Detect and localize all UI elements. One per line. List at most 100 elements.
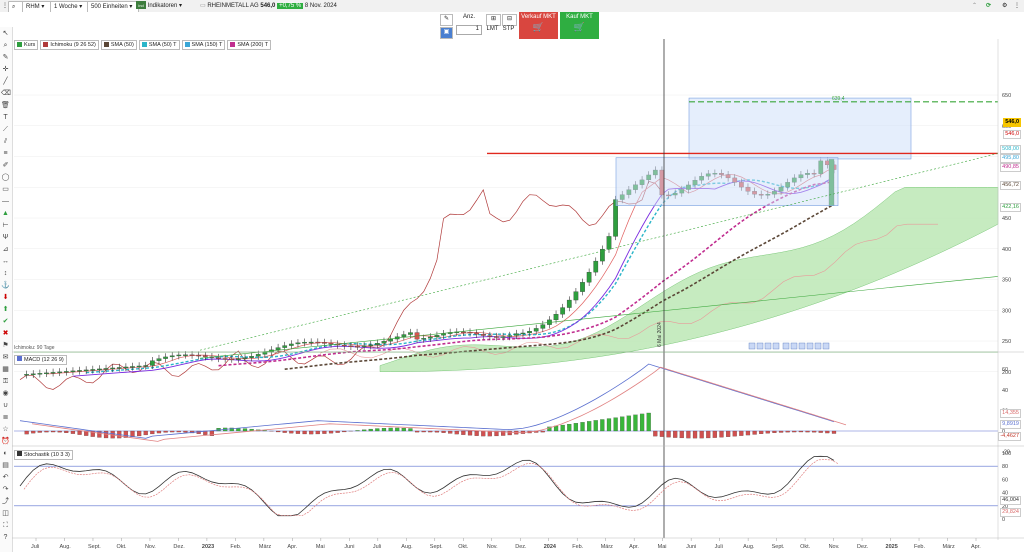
eye-icon[interactable]: ◉	[2, 390, 9, 397]
macd-bar-down	[97, 430, 102, 438]
more-icon[interactable]: ⋮	[1014, 3, 1020, 9]
alert-icon[interactable]: ⏰	[1, 438, 10, 445]
arrow-down-icon[interactable]: ⬇	[2, 294, 9, 301]
refresh-icon[interactable]: ⟳	[986, 3, 992, 9]
chart-canvas[interactable]: 639,46 Mai 2024 650600550500450400350300…	[12, 39, 1024, 552]
legend-item[interactable]: SMA (150) T	[181, 40, 226, 50]
channel-icon[interactable]: ⫽	[3, 138, 8, 145]
rectangle-icon[interactable]: ▭	[2, 186, 9, 193]
undo-icon[interactable]: ↶	[2, 474, 9, 481]
settings-icon[interactable]: ⚙	[1002, 3, 1008, 9]
cart-icon: 🛒	[532, 22, 545, 32]
trash-icon[interactable]: 🗑	[1, 102, 10, 109]
limit-button[interactable]: LMT	[486, 26, 499, 32]
anchor-icon[interactable]: ⚓	[1, 282, 10, 289]
legend-item[interactable]: Ichimoku (9 26 52)	[40, 40, 99, 50]
candle-up	[302, 341, 307, 344]
macd-bar-down	[792, 430, 797, 433]
lock-icon[interactable]: ⚿	[2, 378, 9, 385]
legend-swatch	[43, 42, 49, 48]
cursor-icon[interactable]: ↖	[2, 30, 9, 37]
macd-label[interactable]: MACD (12 26 9)	[14, 355, 67, 365]
macd-bar-up	[229, 427, 234, 432]
macd-bar-down	[70, 430, 76, 434]
axes: 650600550500450400350300250200JuliAug.Se…	[12, 39, 1024, 550]
crosshair-icon[interactable]: ✛	[2, 66, 9, 73]
layers-icon[interactable]: ≣	[2, 414, 9, 421]
camera-icon[interactable]: ◫	[2, 510, 9, 517]
time-tick-label: Dez.	[173, 544, 185, 550]
macd-bar-up	[547, 426, 552, 432]
eraser-icon[interactable]: ⌫	[1, 90, 11, 97]
candle-up	[103, 368, 109, 370]
candle-up	[63, 371, 69, 373]
quantity-input[interactable]: 1	[456, 25, 482, 35]
magnet-icon[interactable]: ∪	[2, 402, 9, 409]
legend-item[interactable]: Kurs	[14, 40, 39, 50]
stop-button[interactable]: STP	[502, 26, 515, 32]
stop-order-icon[interactable]: ⊟	[502, 14, 517, 26]
time-tick-label: Nov.	[487, 544, 498, 550]
macd-bar-down	[31, 430, 36, 434]
legend-swatch	[141, 42, 147, 48]
edit-order-icon[interactable]: ✎	[440, 14, 453, 26]
macd-bar-down	[428, 430, 433, 433]
redo-icon[interactable]: ↷	[2, 486, 9, 493]
pencil-icon[interactable]: ✎	[2, 54, 9, 61]
save-order-icon[interactable]: ▣	[440, 27, 453, 39]
flag-icon[interactable]: ⚑	[2, 342, 9, 349]
star-icon[interactable]: ☆	[2, 426, 9, 433]
stochastic-label[interactable]: Stochastik (10 3 3)	[14, 450, 73, 460]
gann-icon[interactable]: ⊿	[2, 246, 9, 253]
candle-up	[255, 354, 261, 357]
share-icon[interactable]: ⤴	[2, 498, 9, 505]
arrow-up-icon[interactable]: ⬆	[2, 306, 9, 313]
text-icon[interactable]: T	[3, 114, 8, 121]
legend-item[interactable]: SMA (50) T	[138, 40, 180, 50]
price-range-icon[interactable]: ↕	[3, 270, 8, 277]
collapse-icon[interactable]: ⌃	[972, 3, 978, 9]
macd-tick-label: 40	[1002, 388, 1008, 394]
templates-icon[interactable]: ▤	[2, 462, 9, 469]
legend-item[interactable]: SMA (200) T	[227, 40, 272, 50]
measure-icon[interactable]: ⊢	[2, 222, 9, 229]
target-box	[688, 97, 912, 160]
limit-order-icon[interactable]: ⊞	[486, 14, 501, 26]
legend-label: SMA (50) T	[148, 42, 177, 48]
trendline-icon[interactable]: ⟋	[3, 126, 8, 133]
line-icon[interactable]: ╱	[3, 78, 8, 85]
cross-icon[interactable]: ✖	[2, 330, 9, 337]
note-icon[interactable]: ✉	[2, 354, 9, 361]
pitchfork-icon[interactable]: Ψ	[2, 234, 9, 241]
check-icon[interactable]: ✔	[2, 318, 9, 325]
calendar-icon[interactable]: ▦	[2, 366, 9, 373]
candle-up	[123, 366, 129, 369]
fullscreen-icon[interactable]: ⛶	[3, 522, 8, 529]
macd-bar-down	[196, 430, 201, 434]
candle-up	[262, 352, 268, 355]
sell-market-button[interactable]: Verkauf MKT 🛒	[519, 12, 558, 39]
macd-bar-down	[421, 430, 426, 433]
macd-bar-down	[77, 430, 82, 435]
long-position-icon[interactable]: ▲	[2, 210, 9, 217]
macd-bar-down	[315, 430, 320, 435]
ellipse-icon[interactable]: ◯	[1, 174, 10, 181]
date-range-icon[interactable]: ↔	[2, 258, 9, 265]
indicators-button[interactable]: ind Indikatoren ▾	[136, 1, 182, 11]
zoom-icon[interactable]: ⌕	[3, 42, 8, 49]
hline-icon[interactable]: —	[2, 198, 9, 205]
fib-icon[interactable]: ≡	[3, 150, 8, 157]
time-tick-label: Sept.	[772, 544, 785, 550]
macd-panel	[14, 363, 998, 442]
buy-market-button[interactable]: Kauf MKT 🛒	[560, 12, 599, 39]
help-icon[interactable]: ?	[3, 534, 8, 541]
candle-up	[83, 369, 89, 372]
legend-item[interactable]: SMA (50)	[100, 40, 137, 50]
grip-icon[interactable]: ⋮	[2, 3, 8, 9]
macd-bar-down	[183, 430, 188, 433]
macd-bar-down	[501, 430, 506, 436]
macd-bar-down	[818, 430, 823, 433]
brush-icon[interactable]: ✐	[2, 162, 9, 169]
candle-up	[375, 343, 380, 345]
palette-icon[interactable]: ◐	[3, 450, 8, 457]
